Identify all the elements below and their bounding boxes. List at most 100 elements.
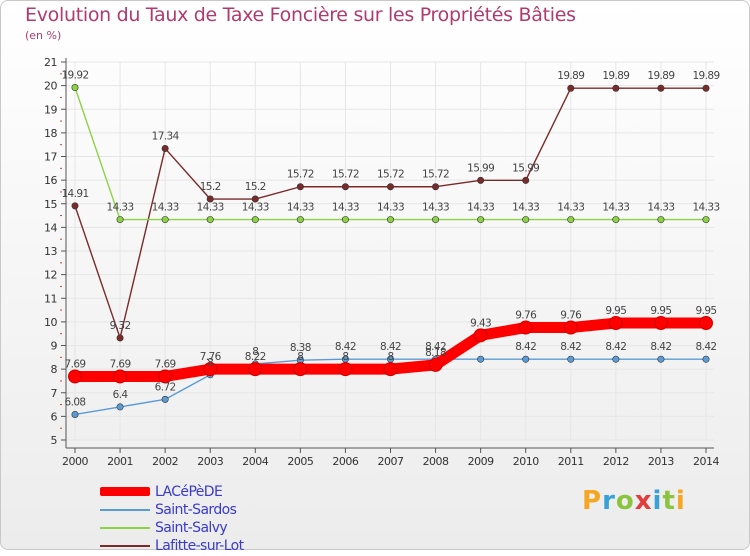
data-point — [116, 403, 124, 411]
x-tick-label: 2003 — [197, 455, 223, 468]
data-label: 14.33 — [332, 202, 359, 214]
data-label: 14.33 — [647, 202, 674, 214]
data-label: 19.89 — [647, 70, 674, 82]
data-label: 14.33 — [152, 202, 179, 214]
data-point — [206, 195, 214, 203]
data-label: 15.2 — [200, 181, 221, 193]
data-label: 9.95 — [696, 305, 717, 317]
data-label: 9.76 — [515, 310, 537, 322]
data-label: 6.72 — [155, 381, 176, 393]
data-point — [657, 84, 665, 92]
data-label: 9.95 — [650, 305, 671, 317]
data-label: 19.89 — [602, 70, 629, 82]
data-label: 8 — [207, 357, 213, 369]
data-label: 14.33 — [692, 202, 719, 214]
data-point — [563, 320, 578, 335]
data-label: 6.4 — [113, 389, 129, 401]
axes: 5 6 7 8 9 10 11 12 13 14 15 16 17 18 19 20 21 2000 2001 200… — [44, 56, 720, 468]
data-point — [386, 183, 394, 191]
proxiti-logo: Proxiti — [582, 486, 686, 516]
data-label: 8 — [297, 351, 303, 363]
data-point — [116, 334, 124, 342]
data-label: 7.69 — [65, 358, 86, 370]
y-tick-label: 8 — [51, 363, 58, 376]
data-label: 9.32 — [110, 320, 131, 332]
legend-label: Saint-Salvy — [155, 520, 228, 536]
data-point — [608, 316, 623, 331]
x-tick-label: 2001 — [107, 455, 133, 468]
data-label: 14.33 — [512, 202, 539, 214]
data-label: 15.2 — [245, 181, 266, 193]
logo-letter: t — [662, 486, 676, 516]
data-label: 8.42 — [425, 341, 446, 353]
data-point — [296, 183, 304, 191]
legend-label: Saint-Sardos — [155, 502, 237, 518]
data-label: 8.42 — [696, 341, 717, 353]
legend-label: Lafitte-sur-Lot — [155, 538, 244, 554]
data-point — [71, 202, 79, 210]
y-tick-label: 18 — [44, 127, 57, 140]
data-label: 15.72 — [422, 169, 449, 181]
data-point — [71, 84, 79, 92]
data-point — [158, 369, 173, 384]
legend-swatch — [100, 509, 150, 511]
legend-label: LACéPèDE — [155, 484, 223, 500]
data-labels: 14.91 9.32 17.34 15.2 15.2 15.72 15.72 15.72 15.… — [61, 70, 720, 409]
data-point — [68, 369, 82, 384]
data-label: 14.33 — [107, 202, 134, 214]
data-label: 19.89 — [557, 70, 584, 82]
x-tick-label: 2002 — [152, 455, 178, 468]
data-label: 14.33 — [242, 202, 269, 214]
data-point — [251, 216, 259, 224]
data-label: 8.42 — [650, 341, 671, 353]
y-tick-label: 9 — [51, 340, 58, 353]
y-tick-label: 10 — [44, 316, 57, 329]
y-tick-label: 19 — [44, 103, 57, 116]
data-label: 8.18 — [425, 347, 446, 359]
data-label: 8 — [387, 351, 393, 363]
data-label: 7.69 — [110, 358, 131, 370]
data-point — [432, 216, 440, 224]
x-tick-label: 2012 — [603, 455, 629, 468]
data-point — [116, 216, 124, 224]
data-point — [341, 183, 349, 191]
data-point — [432, 183, 440, 191]
y-tick-label: 14 — [44, 221, 57, 234]
data-point — [522, 355, 530, 363]
logo-letter: x — [634, 486, 653, 516]
data-label: 15.72 — [287, 169, 314, 181]
data-label: 15.72 — [332, 169, 359, 181]
y-tick-label: 17 — [44, 151, 57, 164]
logo-letter: i — [675, 486, 686, 516]
x-tick-label: 2000 — [62, 455, 88, 468]
data-point — [293, 362, 308, 377]
data-point — [161, 395, 169, 403]
x-tick-label: 2010 — [513, 455, 539, 468]
data-label: 14.33 — [287, 202, 314, 214]
data-point — [477, 355, 485, 363]
logo-letter: o — [615, 486, 635, 516]
data-point — [702, 84, 710, 92]
y-tick-label: 21 — [44, 56, 57, 69]
data-point — [383, 362, 398, 377]
chart-title: Evolution du Taux de Taxe Foncière sur l… — [25, 4, 576, 26]
x-tick-label: 2011 — [558, 455, 584, 468]
data-label: 15.99 — [467, 162, 494, 174]
data-point — [699, 316, 713, 331]
x-tick-label: 2008 — [423, 455, 449, 468]
data-point — [386, 216, 394, 224]
x-tick-label: 2006 — [332, 455, 358, 468]
x-tick-label: 2013 — [648, 455, 674, 468]
y-tick-label: 5 — [51, 434, 58, 447]
data-point — [477, 176, 485, 184]
data-point — [251, 195, 259, 203]
data-point — [702, 355, 710, 363]
legend-swatch — [100, 487, 150, 496]
data-label: 8.22 — [245, 351, 266, 363]
data-point — [522, 176, 530, 184]
data-label: 19.92 — [61, 70, 88, 82]
data-point — [338, 362, 353, 377]
data-label: 9.43 — [470, 317, 491, 329]
logo-letter: r — [602, 486, 616, 516]
